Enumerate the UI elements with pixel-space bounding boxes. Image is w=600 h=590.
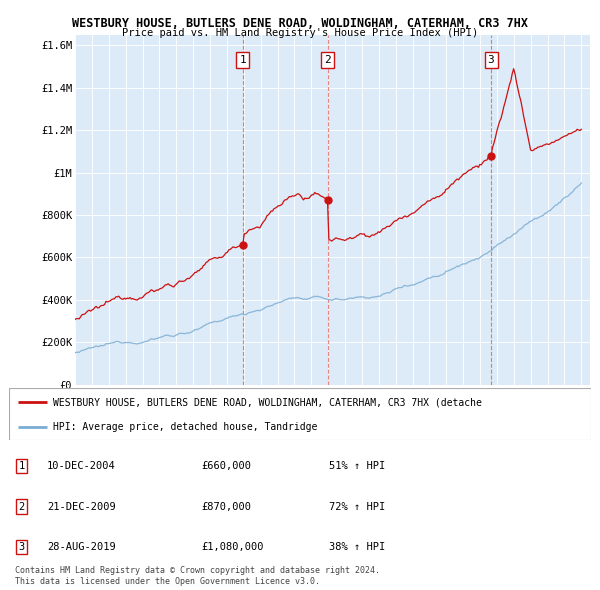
Text: 28-AUG-2019: 28-AUG-2019	[47, 542, 116, 552]
Text: 38% ↑ HPI: 38% ↑ HPI	[329, 542, 385, 552]
Text: Contains HM Land Registry data © Crown copyright and database right 2024.: Contains HM Land Registry data © Crown c…	[15, 566, 380, 575]
Text: £870,000: £870,000	[201, 502, 251, 512]
Text: Price paid vs. HM Land Registry's House Price Index (HPI): Price paid vs. HM Land Registry's House …	[122, 28, 478, 38]
Text: This data is licensed under the Open Government Licence v3.0.: This data is licensed under the Open Gov…	[15, 577, 320, 586]
Text: 10-DEC-2004: 10-DEC-2004	[47, 461, 116, 471]
Text: £1,080,000: £1,080,000	[201, 542, 263, 552]
Text: 3: 3	[19, 542, 25, 552]
Text: 21-DEC-2009: 21-DEC-2009	[47, 502, 116, 512]
Text: 72% ↑ HPI: 72% ↑ HPI	[329, 502, 385, 512]
Text: £660,000: £660,000	[201, 461, 251, 471]
Text: 2: 2	[19, 502, 25, 512]
Text: WESTBURY HOUSE, BUTLERS DENE ROAD, WOLDINGHAM, CATERHAM, CR3 7HX (detache: WESTBURY HOUSE, BUTLERS DENE ROAD, WOLDI…	[53, 397, 482, 407]
Text: HPI: Average price, detached house, Tandridge: HPI: Average price, detached house, Tand…	[53, 422, 317, 431]
Text: WESTBURY HOUSE, BUTLERS DENE ROAD, WOLDINGHAM, CATERHAM, CR3 7HX: WESTBURY HOUSE, BUTLERS DENE ROAD, WOLDI…	[72, 17, 528, 30]
Text: 1: 1	[239, 55, 246, 65]
Text: 3: 3	[488, 55, 494, 65]
Text: 1: 1	[19, 461, 25, 471]
Text: 2: 2	[324, 55, 331, 65]
Text: 51% ↑ HPI: 51% ↑ HPI	[329, 461, 385, 471]
